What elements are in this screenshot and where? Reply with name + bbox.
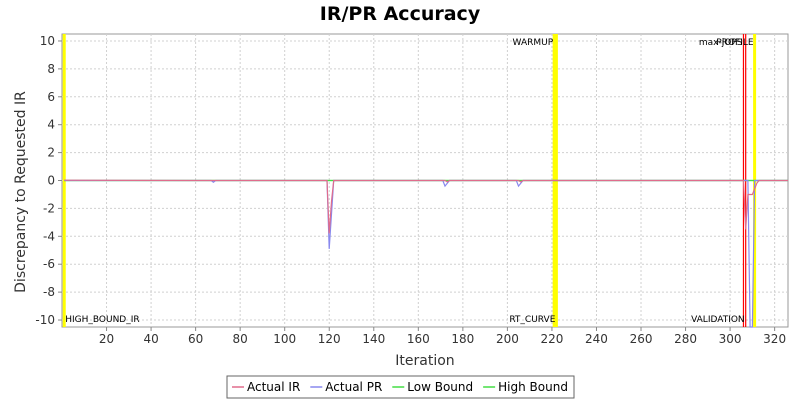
phase-marker-label: HIGH_BOUND_IR [65, 315, 139, 325]
phase-marker-label: max-jOPS [699, 38, 743, 48]
x-tick-label: 120 [318, 332, 341, 346]
x-tick-label: 140 [362, 332, 385, 346]
y-tick-label: 4 [47, 118, 55, 132]
x-tick-label: 180 [451, 332, 474, 346]
x-tick-label: 60 [188, 332, 203, 346]
x-tick-label: 260 [630, 332, 653, 346]
series [64, 179, 788, 328]
x-tick-label: 100 [273, 332, 296, 346]
y-tick-label: 6 [47, 90, 55, 104]
legend-label: Actual IR [247, 380, 300, 394]
phase-marker-label: VALIDATION [691, 315, 745, 325]
legend-label: Actual PR [325, 380, 382, 394]
x-tick-label: 300 [719, 332, 742, 346]
y-tick-label: -8 [43, 285, 55, 299]
x-tick-label: 240 [585, 332, 608, 346]
x-axis-ticks: 20 40 60 80 100 120 140 160 180 200 220 240 260 280 30… [99, 327, 786, 346]
y-tick-label: 8 [47, 62, 55, 76]
phase-marker-label: PROFILE [716, 38, 754, 48]
series-line-actual-ir [64, 179, 788, 234]
y-tick-label: -4 [43, 229, 55, 243]
legend-label: Low Bound [407, 380, 473, 394]
grid [62, 34, 788, 327]
x-tick-label: 40 [143, 332, 158, 346]
x-tick-label: 320 [763, 332, 786, 346]
chart-title: IR/PR Accuracy [320, 3, 481, 25]
x-tick-label: 80 [233, 332, 248, 346]
x-tick-label: 220 [540, 332, 563, 346]
x-tick-label: 200 [496, 332, 519, 346]
y-tick-label: -2 [43, 201, 55, 215]
y-tick-label: 0 [47, 174, 55, 188]
x-tick-label: 280 [674, 332, 697, 346]
x-tick-label: 160 [407, 332, 430, 346]
phase-marker-label: RT_CURVE [509, 315, 555, 325]
x-tick-label: 20 [99, 332, 114, 346]
x-axis-label: Iteration [395, 353, 454, 369]
y-tick-label: 10 [40, 34, 55, 48]
y-tick-label: -6 [43, 257, 55, 271]
legend-items: Actual IR Actual PR Low Bound High Bound [232, 380, 568, 394]
phase-marker-label: WARMUP [513, 38, 554, 48]
y-axis-label: Discrepancy to Requested IR [13, 91, 29, 293]
y-tick-label: -10 [35, 313, 55, 327]
y-tick-label: 2 [47, 146, 55, 160]
y-axis-ticks: 10 8 6 4 2 0 -2 -4 -6 -8 -10 [35, 34, 62, 327]
legend-label: High Bound [498, 380, 568, 394]
